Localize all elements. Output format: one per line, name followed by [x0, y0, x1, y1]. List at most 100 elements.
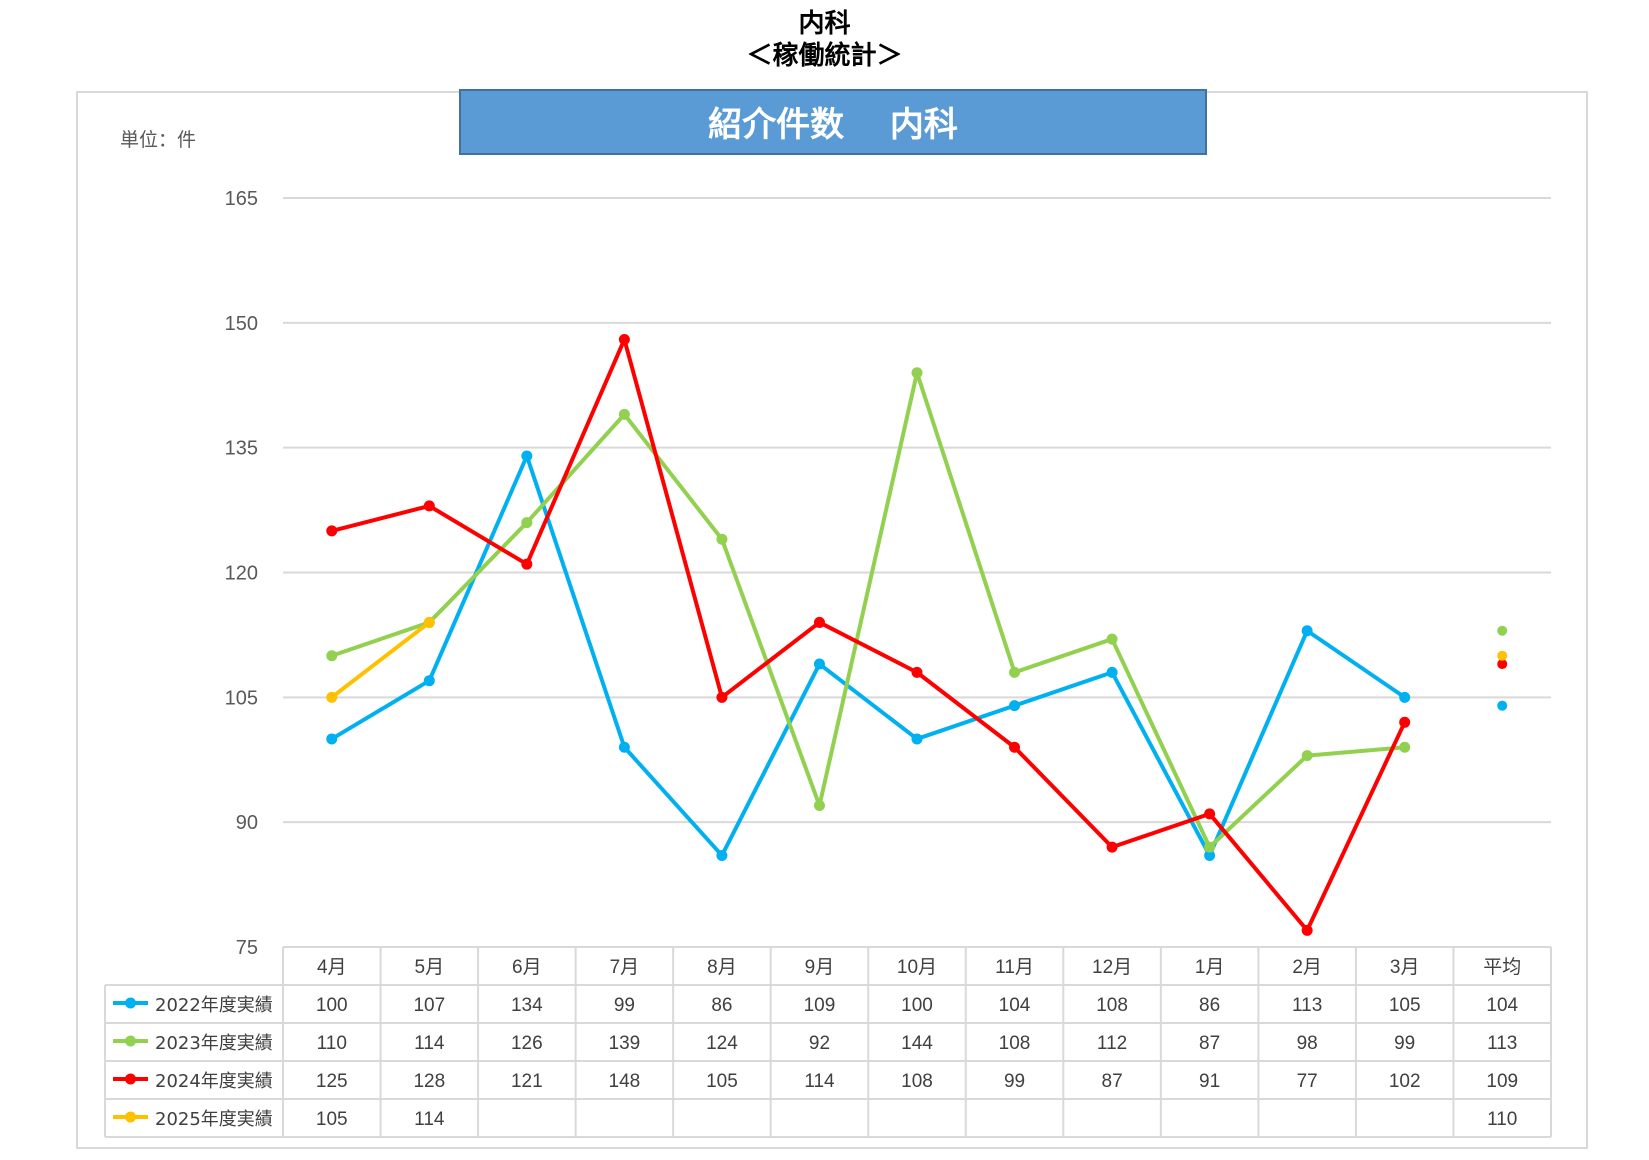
data-point	[521, 558, 533, 570]
data-cell: 108	[1096, 995, 1128, 1016]
legend-label: 2024年度実績	[155, 1071, 273, 1092]
data-point	[1301, 750, 1313, 762]
legend-marker	[125, 1073, 136, 1085]
y-tick-label: 90	[236, 812, 258, 834]
average-markers	[1497, 625, 1508, 711]
data-point	[326, 733, 338, 745]
y-tick-label: 135	[225, 438, 258, 460]
legend-marker	[125, 997, 136, 1009]
data-point	[618, 333, 630, 345]
data-point	[1204, 841, 1216, 853]
y-tick-label: 105	[225, 687, 258, 709]
data-cell: 110	[317, 1033, 347, 1054]
data-cell: 124	[706, 1033, 738, 1054]
data-point	[1301, 625, 1313, 637]
x-category-label: 9月	[805, 957, 835, 978]
legend-marker	[125, 1035, 136, 1047]
data-cell: 107	[413, 995, 445, 1016]
x-category-label: 5月	[415, 957, 445, 978]
average-cell: 110	[1487, 1109, 1517, 1130]
x-category-label: 8月	[707, 957, 737, 978]
data-cell: 99	[1004, 1071, 1025, 1092]
legend-marker	[125, 1111, 136, 1123]
data-cell: 105	[706, 1071, 738, 1092]
data-cell: 99	[614, 995, 635, 1016]
data-point	[911, 367, 923, 379]
average-cell: 104	[1486, 995, 1518, 1016]
data-cell: 114	[804, 1071, 835, 1092]
y-tick-label: 165	[225, 188, 258, 210]
data-point	[1106, 841, 1118, 853]
data-point	[1106, 666, 1118, 678]
data-cell: 108	[999, 1033, 1031, 1054]
data-cell: 114	[414, 1033, 445, 1054]
data-point	[1009, 741, 1021, 753]
x-category-label: 4月	[317, 957, 347, 978]
grid-lines	[283, 197, 1551, 824]
x-category-label: 1月	[1195, 957, 1225, 978]
data-point	[716, 849, 728, 861]
data-point	[1009, 666, 1021, 678]
data-cell: 109	[804, 995, 836, 1016]
x-category-label: 10月	[897, 957, 937, 978]
data-point	[1399, 741, 1411, 753]
series-lines	[326, 333, 1411, 936]
x-category-label-average: 平均	[1483, 956, 1521, 978]
x-category-label: 3月	[1390, 957, 1420, 978]
legend-label: 2022年度実績	[155, 995, 273, 1016]
data-cell: 121	[511, 1071, 543, 1092]
chart-title: 紹介件数 内科	[708, 105, 958, 145]
data-point	[1204, 808, 1216, 820]
data-cell: 105	[1389, 995, 1421, 1016]
data-cell: 139	[609, 1033, 641, 1054]
data-cell: 126	[511, 1033, 543, 1054]
data-cell: 100	[901, 995, 933, 1016]
y-tick-label: 120	[225, 563, 258, 585]
data-point	[521, 450, 533, 462]
series-line	[330, 620, 431, 699]
data-cell: 128	[413, 1071, 445, 1092]
data-cell: 134	[511, 995, 543, 1016]
page-title-line2: ＜稼働統計＞	[746, 41, 903, 71]
data-cell: 87	[1102, 1071, 1123, 1092]
data-point	[911, 733, 923, 745]
data-cell: 104	[999, 995, 1031, 1016]
data-table: 4月 5月 6月 7月 8月 9月 10月 11月 12月 1月 2月 3月 平均 2022年度実績 100…	[104, 946, 1552, 1138]
page-title-line1: 内科	[798, 9, 851, 39]
y-tick-label: 75	[236, 937, 258, 959]
chart-title-banner	[459, 89, 1207, 155]
average-cell: 109	[1486, 1071, 1518, 1092]
data-cell: 98	[1297, 1033, 1318, 1054]
x-category-label: 7月	[610, 957, 640, 978]
data-cell: 112	[1097, 1033, 1127, 1054]
data-cell: 77	[1297, 1071, 1318, 1092]
data-point	[423, 616, 435, 628]
data-cell: 114	[414, 1109, 445, 1130]
data-point	[813, 658, 825, 670]
data-point	[618, 741, 630, 753]
data-point	[1301, 924, 1313, 936]
data-point	[423, 675, 435, 687]
data-point	[813, 800, 825, 812]
data-cell: 86	[1199, 995, 1220, 1016]
data-point	[1399, 691, 1411, 703]
data-point	[1009, 700, 1021, 712]
data-cell: 108	[901, 1071, 933, 1092]
data-point	[326, 525, 338, 537]
chart-border	[76, 91, 1588, 1149]
data-cell: 87	[1199, 1033, 1220, 1054]
data-cell: 102	[1389, 1071, 1421, 1092]
unit-label: 単位：件	[120, 129, 196, 151]
x-category-label: 12月	[1092, 957, 1132, 978]
data-cell: 144	[901, 1033, 933, 1054]
data-cell: 100	[316, 995, 348, 1016]
average-cell: 113	[1487, 1033, 1517, 1054]
data-cell: 92	[809, 1033, 830, 1054]
data-point	[1399, 716, 1411, 728]
series-line	[330, 453, 1406, 858]
average-point	[1497, 625, 1508, 636]
x-category-label: 2月	[1292, 957, 1322, 978]
data-point	[813, 616, 825, 628]
data-point	[911, 666, 923, 678]
